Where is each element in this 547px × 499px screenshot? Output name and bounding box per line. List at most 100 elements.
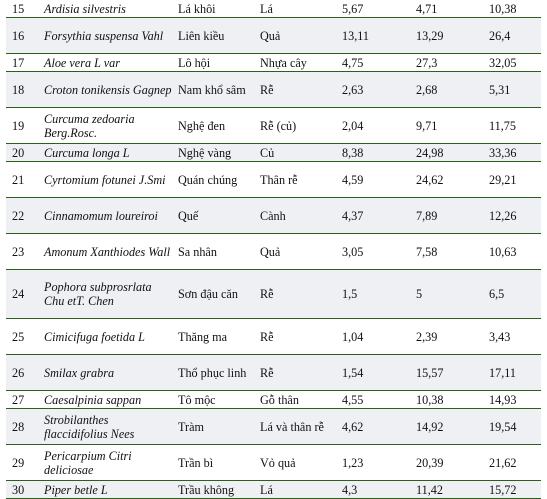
row-number-cell: 16 <box>6 17 40 54</box>
scientific-name-cell: Cyrtomium fotunei J.Smi <box>40 161 174 198</box>
row-number-cell: 22 <box>6 197 40 234</box>
table-row: 20 Curcuma longa L Nghệ vàng Củ 8,38 24,98 33,… <box>6 143 541 162</box>
table-row: 18 Croton tonikensis Gagnep Nam khổ sâm Rễ 2… <box>6 71 541 108</box>
value-total-cell: 5,31 <box>485 71 541 108</box>
vietnamese-name-cell: Trần bì <box>174 444 256 481</box>
row-number-cell: 29 <box>6 444 40 481</box>
value-b-cell: 4,71 <box>412 0 485 18</box>
herb-table-container: 15 Ardisia silvestris Lá khôi Lá 5,67 4,71 10,… <box>6 0 541 499</box>
plant-part-cell: Quả <box>256 233 338 270</box>
table-row: 16 Forsythia suspensa Vahl Liên kiều Quả 13,… <box>6 17 541 54</box>
plant-part-cell: Cành <box>256 197 338 234</box>
row-number-cell: 18 <box>6 71 40 108</box>
vietnamese-name-cell: Nghệ vàng <box>174 143 256 162</box>
plant-part-cell: Rễ <box>256 318 338 355</box>
plant-part-cell: Rễ <box>256 354 338 391</box>
vietnamese-name-cell: Thổ phục linh <box>174 354 256 391</box>
value-a-cell: 4,75 <box>338 53 412 72</box>
vietnamese-name-cell: Lô hội <box>174 53 256 72</box>
plant-part-cell: Thân rễ <box>256 161 338 198</box>
plant-part-cell: Rễ (củ) <box>256 107 338 144</box>
vietnamese-name-cell: Quán chúng <box>174 161 256 198</box>
row-number-cell: 19 <box>6 107 40 144</box>
vietnamese-name-cell: Sơn đậu căn <box>174 269 256 319</box>
scientific-name-cell: Ardisia silvestris <box>40 0 174 18</box>
scientific-name-cell: Curcuma zedoaria Berg.Rosc. <box>40 107 174 144</box>
row-number-cell: 23 <box>6 233 40 270</box>
value-total-cell: 32,05 <box>485 53 541 72</box>
vietnamese-name-cell: Liên kiều <box>174 17 256 54</box>
value-a-cell: 4,3 <box>338 480 412 499</box>
value-b-cell: 9,71 <box>412 107 485 144</box>
scientific-name-cell: Amonum Xanthiodes Wall <box>40 233 174 270</box>
row-number-cell: 15 <box>6 0 40 18</box>
table-row: 23 Amonum Xanthiodes Wall Sa nhân Quả 3,05 7,… <box>6 233 541 270</box>
row-number-cell: 26 <box>6 354 40 391</box>
value-b-cell: 24,98 <box>412 143 485 162</box>
vietnamese-name-cell: Nghệ đen <box>174 107 256 144</box>
vietnamese-name-cell: Tô mộc <box>174 390 256 409</box>
value-total-cell: 6,5 <box>485 269 541 319</box>
plant-part-cell: Củ <box>256 143 338 162</box>
value-b-cell: 15,57 <box>412 354 485 391</box>
value-total-cell: 15,72 <box>485 480 541 499</box>
scientific-name-cell: Forsythia suspensa Vahl <box>40 17 174 54</box>
plant-part-cell: Rễ <box>256 269 338 319</box>
value-total-cell: 17,11 <box>485 354 541 391</box>
scientific-name-cell: Cimicifuga foetida L <box>40 318 174 355</box>
value-b-cell: 2,68 <box>412 71 485 108</box>
scientific-name-cell: Croton tonikensis Gagnep <box>40 71 174 108</box>
herb-table: 15 Ardisia silvestris Lá khôi Lá 5,67 4,71 10,… <box>6 0 541 499</box>
plant-part-cell: Quả <box>256 17 338 54</box>
table-row: 24 Pophora subprosrlata Chu etT. Chen Sơn … <box>6 269 541 319</box>
vietnamese-name-cell: Quế <box>174 197 256 234</box>
scientific-name-cell: Piper betle L <box>40 480 174 499</box>
plant-part-cell: Lá và thân rễ <box>256 408 338 445</box>
value-a-cell: 1,23 <box>338 444 412 481</box>
row-number-cell: 25 <box>6 318 40 355</box>
value-a-cell: 1,54 <box>338 354 412 391</box>
value-b-cell: 13,29 <box>412 17 485 54</box>
value-b-cell: 24,62 <box>412 161 485 198</box>
table-row: 30 Piper betle L Trầu không Lá 4,3 11,42 15,72 <box>6 480 541 499</box>
scientific-name-cell: Pericarpium Citri deliciosae <box>40 444 174 481</box>
table-row: 26 Smilax grabra Thổ phục linh Rễ 1,54 15,57 1… <box>6 354 541 391</box>
value-total-cell: 11,75 <box>485 107 541 144</box>
value-a-cell: 2,04 <box>338 107 412 144</box>
value-total-cell: 33,36 <box>485 143 541 162</box>
value-total-cell: 10,63 <box>485 233 541 270</box>
value-b-cell: 2,39 <box>412 318 485 355</box>
value-a-cell: 13,11 <box>338 17 412 54</box>
table-row: 27 Caesalpinia sappan Tô mộc Gỗ thân 4,55 10,… <box>6 390 541 409</box>
table-row: 28 Strobilanthes flaccidifolius Nees Tràm L… <box>6 408 541 445</box>
scientific-name-cell: Strobilanthes flaccidifolius Nees <box>40 408 174 445</box>
row-number-cell: 20 <box>6 143 40 162</box>
scientific-name-cell: Smilax grabra <box>40 354 174 391</box>
row-number-cell: 28 <box>6 408 40 445</box>
scientific-name-cell: Curcuma longa L <box>40 143 174 162</box>
table-row: 15 Ardisia silvestris Lá khôi Lá 5,67 4,71 10,… <box>6 0 541 18</box>
herb-table-body: 15 Ardisia silvestris Lá khôi Lá 5,67 4,71 10,… <box>6 0 541 499</box>
table-row: 21 Cyrtomium fotunei J.Smi Quán chúng Thân … <box>6 161 541 198</box>
vietnamese-name-cell: Tràm <box>174 408 256 445</box>
plant-part-cell: Rễ <box>256 71 338 108</box>
value-total-cell: 21,62 <box>485 444 541 481</box>
value-total-cell: 29,21 <box>485 161 541 198</box>
row-number-cell: 17 <box>6 53 40 72</box>
table-row: 19 Curcuma zedoaria Berg.Rosc. Nghệ đen Rễ … <box>6 107 541 144</box>
value-total-cell: 26,4 <box>485 17 541 54</box>
row-number-cell: 27 <box>6 390 40 409</box>
value-a-cell: 4,62 <box>338 408 412 445</box>
value-total-cell: 10,38 <box>485 0 541 18</box>
value-b-cell: 11,42 <box>412 480 485 499</box>
table-row: 22 Cinnamomum loureiroi Quế Cành 4,37 7,89 12,… <box>6 197 541 234</box>
row-number-cell: 21 <box>6 161 40 198</box>
value-b-cell: 5 <box>412 269 485 319</box>
value-total-cell: 14,93 <box>485 390 541 409</box>
value-a-cell: 8,38 <box>338 143 412 162</box>
value-a-cell: 5,67 <box>338 0 412 18</box>
value-b-cell: 27,3 <box>412 53 485 72</box>
value-b-cell: 14,92 <box>412 408 485 445</box>
table-row: 17 Aloe vera L var Lô hội Nhựa cây 4,75 27,3 3… <box>6 53 541 72</box>
table-row: 29 Pericarpium Citri deliciosae Trần bì Vỏ … <box>6 444 541 481</box>
